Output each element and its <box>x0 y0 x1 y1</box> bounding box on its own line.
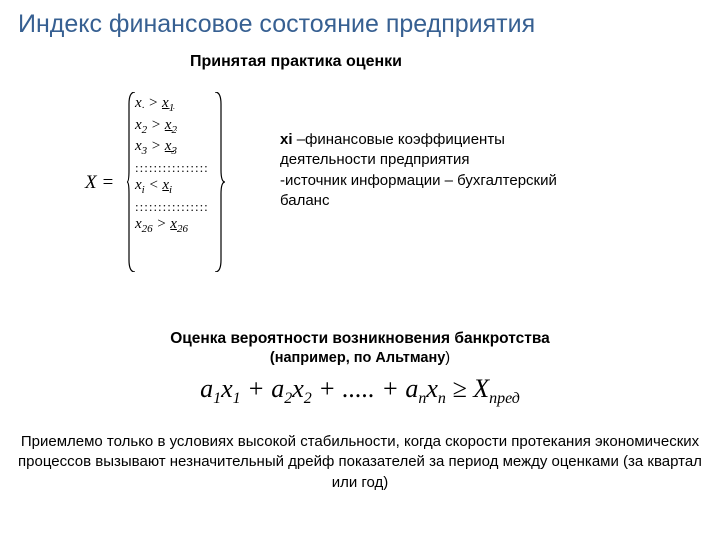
ineq-row: x26 > x26 <box>135 217 209 236</box>
dots-row: :::::::::::::::: <box>135 161 209 175</box>
ineq-row: xi < xi <box>135 178 209 197</box>
desc-text: деятельности предприятия <box>280 150 660 170</box>
desc-text: -источник информации – бухгалтерский <box>280 171 660 191</box>
ineq-row: x· > x1 <box>135 96 209 115</box>
desc-text: баланс <box>280 191 660 211</box>
ineq-row: x3 > x3 <box>135 139 209 158</box>
ineq-row: x2 > x2 <box>135 118 209 137</box>
altman-equation: a1x1 + a2x2 + ..... + anxn ≥ Xпред <box>0 374 720 408</box>
subtitle-altman: (например, по Альтману) <box>0 350 720 366</box>
subtitle-bankruptcy: Оценка вероятности возникновения банкрот… <box>0 330 720 348</box>
formula-lhs: X = <box>85 172 114 194</box>
page-title: Индекс финансовое состояние предприятия <box>0 0 720 39</box>
xi-label: xi <box>280 131 297 148</box>
footnote: Приемлемо только в условиях высокой стаб… <box>10 432 710 493</box>
right-brace-icon <box>213 92 225 272</box>
inequality-column: x· > x1 x2 > x2 x3 > x3 ::::::::::::::::… <box>135 96 209 239</box>
coefficients-description: xi –финансовые коэффициенты деятельности… <box>280 130 660 211</box>
desc-text: –финансовые коэффициенты <box>297 131 505 148</box>
piecewise-formula: X = x· > x1 x2 > x2 x3 > x3 ::::::::::::… <box>85 92 265 292</box>
subtitle-practice: Принятая практика оценки <box>0 39 720 71</box>
dots-row: :::::::::::::::: <box>135 200 209 214</box>
